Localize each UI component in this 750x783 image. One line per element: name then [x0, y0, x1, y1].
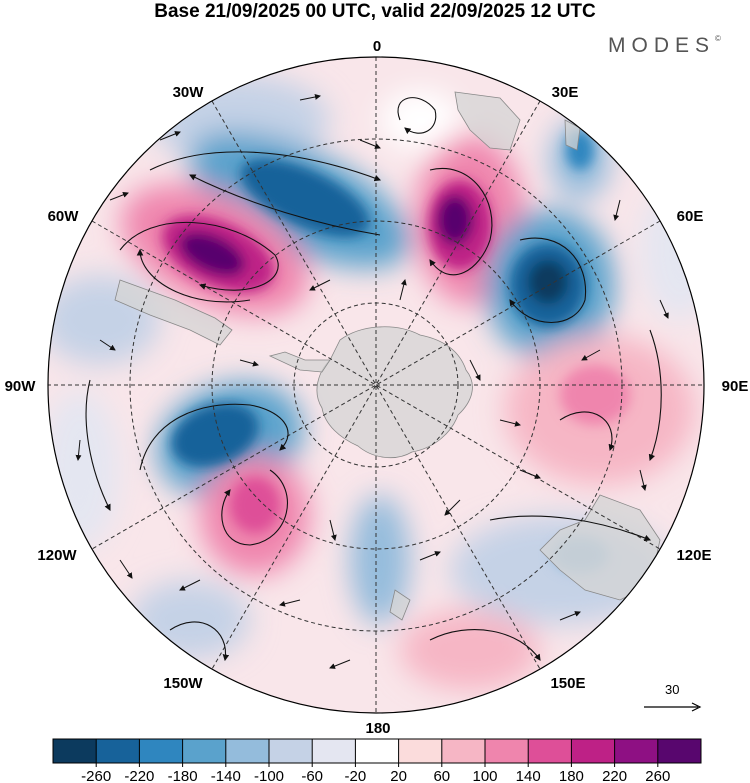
- colorbar-tick-label: -100: [254, 768, 284, 783]
- lon-label-60e: 60E: [677, 208, 704, 225]
- colorbar-tick-label: -260: [81, 768, 111, 783]
- lon-label-180: 180: [365, 720, 390, 735]
- colorbar: -260 -220 -180 -140 -100 -60 -20 20 60 100 140 180 2…: [52, 738, 702, 783]
- madagascar-region: [564, 119, 581, 151]
- vector-scale-value: 30: [665, 682, 680, 697]
- new-zealand: [389, 589, 411, 621]
- africa: [454, 91, 521, 151]
- landmasses: [114, 91, 661, 621]
- copyright-mark: ©: [715, 34, 721, 43]
- colorbar-tick-label: 180: [559, 768, 584, 783]
- south-america: [114, 279, 233, 346]
- colorbar-swatch: [398, 739, 443, 763]
- colorbar-swatch: [53, 739, 97, 763]
- colorbar-swatch: [355, 739, 400, 763]
- colorbar-swatch: [571, 739, 616, 763]
- colorbar-tick-label: -60: [301, 768, 323, 783]
- lon-label-60w: 60W: [48, 208, 80, 225]
- antarctica: [316, 326, 473, 459]
- colorbar-tick-label: 100: [472, 768, 497, 783]
- colorbar-swatch: [441, 739, 486, 763]
- map-boundary: [47, 56, 705, 714]
- colorbar-tick-label: 140: [516, 768, 541, 783]
- arrow-right-icon: [644, 702, 702, 712]
- antarctic-peninsula: [268, 351, 331, 373]
- streamlines: [85, 97, 662, 662]
- graticule: [48, 57, 704, 713]
- colorbar-swatch: [657, 739, 702, 763]
- colorbar-tick-label: -20: [345, 768, 367, 783]
- map-title: Base 21/09/2025 00 UTC, valid 22/09/2025…: [154, 1, 596, 22]
- lon-label-150w: 150W: [163, 675, 203, 692]
- lon-label-120w: 120W: [37, 547, 77, 564]
- colorbar-swatch: [96, 739, 140, 763]
- wind-vectors: [75, 94, 669, 669]
- colorbar-tick-label: 220: [602, 768, 627, 783]
- colorbar-tick-label: 60: [433, 768, 450, 783]
- colorbar-swatches: [53, 739, 702, 763]
- colorbar-swatch: [225, 739, 270, 763]
- colorbar-swatch: [528, 739, 572, 763]
- colorbar-swatch: [485, 739, 529, 763]
- colorbar-tick-label: 20: [390, 768, 407, 783]
- lon-label-0: 0: [373, 38, 381, 55]
- brand-name: MODES: [608, 34, 716, 57]
- modes-logo: MODES©: [608, 34, 721, 58]
- australia: [539, 494, 661, 601]
- colorbar-tick-label: -180: [168, 768, 198, 783]
- polar-map: 0 30E 60E 90E 120E 150E 180 150W 120W 90…: [5, 38, 749, 735]
- lon-label-30e: 30E: [552, 84, 579, 101]
- colorbar-ticks: -260 -220 -180 -140 -100 -60 -20 20 60 100 140 180 2…: [81, 739, 670, 783]
- map-disk: [48, 57, 704, 713]
- colorbar-tick-label: -140: [211, 768, 241, 783]
- colorbar-swatch: [614, 739, 659, 763]
- vector-scale: 30: [640, 680, 706, 716]
- colorbar-tick-label: -220: [124, 768, 154, 783]
- colorbar-swatch: [182, 739, 227, 763]
- lon-label-90e: 90E: [722, 378, 749, 395]
- colorbar-swatch: [269, 739, 313, 763]
- lon-label-90w: 90W: [5, 378, 37, 395]
- colorbar-swatch: [312, 739, 356, 763]
- colorbar-frame: [52, 738, 702, 764]
- colorbar-swatch: [139, 739, 184, 763]
- lon-label-30w: 30W: [173, 84, 205, 101]
- lon-label-120e: 120E: [676, 547, 711, 564]
- colorbar-tick-label: 260: [645, 768, 670, 783]
- lon-label-150e: 150E: [550, 675, 585, 692]
